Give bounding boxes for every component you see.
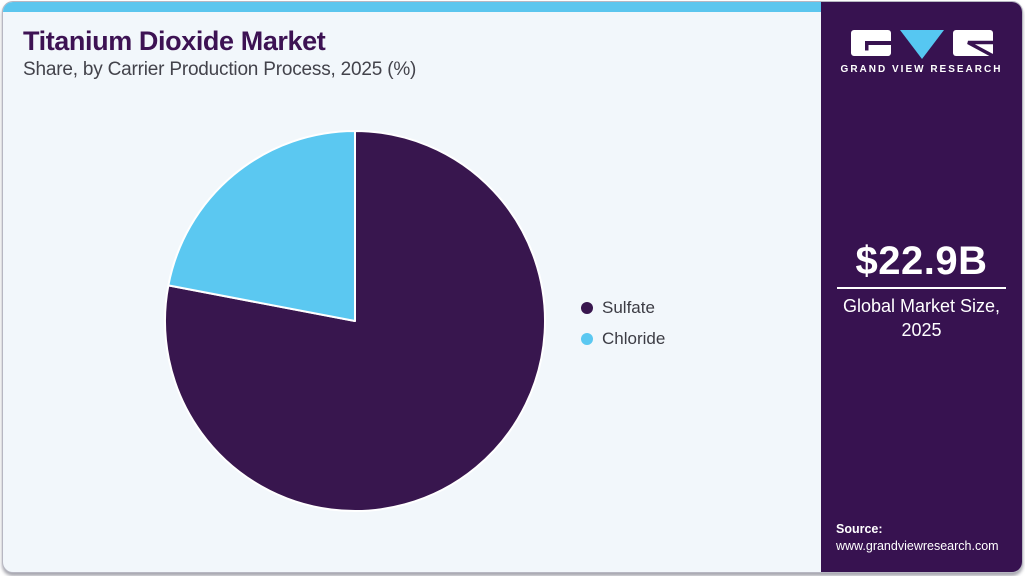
source-url: www.grandviewresearch.com xyxy=(836,539,999,553)
market-size-label: Global Market Size, 2025 xyxy=(821,295,1022,343)
brand-name: GRAND VIEW RESEARCH xyxy=(840,64,1003,75)
brand-side-panel: GRAND VIEW RESEARCH $22.9B Global Market… xyxy=(821,2,1022,572)
legend-label-chloride: Chloride xyxy=(602,328,666,348)
pie-slice-chloride xyxy=(167,130,356,322)
legend-dot-sulfate-icon xyxy=(581,301,593,314)
page-subtitle: Share, by Carrier Production Process, 20… xyxy=(23,59,417,80)
legend-label-sulfate: Sulfate xyxy=(602,297,655,317)
page-title: Titanium Dioxide Market xyxy=(23,26,326,56)
brand-block: GRAND VIEW RESEARCH xyxy=(821,28,1022,75)
market-size-block: $22.9B Global Market Size, 2025 xyxy=(821,240,1022,343)
top-accent-bar xyxy=(3,2,823,12)
pie-chart-container xyxy=(162,128,548,514)
pie-slice-sulfate xyxy=(164,130,546,512)
chart-legend: Sulfate Chloride xyxy=(581,297,665,349)
legend-item-sulfate: Sulfate xyxy=(581,297,665,318)
source-label: Source: xyxy=(836,522,883,536)
legend-dot-chloride-icon xyxy=(581,332,593,345)
source-block: Source: www.grandviewresearch.com xyxy=(836,522,999,553)
market-size-label-line1: Global Market Size, xyxy=(842,296,1001,316)
pie-chart xyxy=(164,130,546,512)
market-size-label-line2: 2025 xyxy=(901,319,942,340)
market-size-divider xyxy=(837,287,1006,289)
market-size-value: $22.9B xyxy=(855,239,988,283)
legend-item-chloride: Chloride xyxy=(581,328,665,349)
gvr-logo-icon xyxy=(850,30,993,59)
